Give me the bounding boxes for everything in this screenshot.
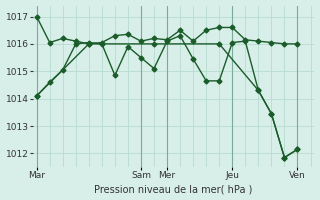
X-axis label: Pression niveau de la mer( hPa ): Pression niveau de la mer( hPa ) xyxy=(94,184,253,194)
